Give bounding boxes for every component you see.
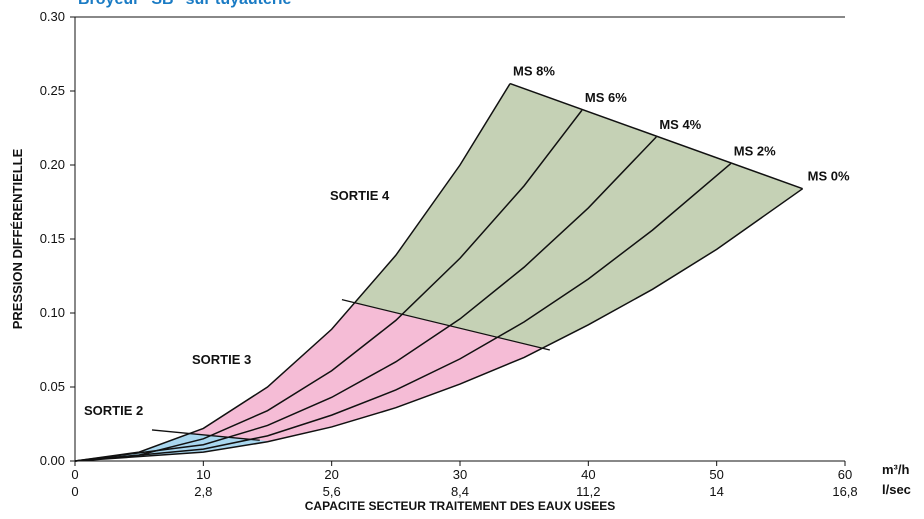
region-label: SORTIE 4 [330, 188, 390, 203]
envelope-edge [509, 82, 803, 190]
curve [74, 136, 657, 462]
x2-tick-label: 8,4 [451, 484, 469, 499]
y-tick-label: 0.10 [40, 305, 65, 320]
x2-unit: l/sec [882, 482, 911, 497]
x-tick-label: 60 [838, 467, 852, 482]
curve [74, 162, 732, 462]
chart-title: Broyeur "SB" sur tuyauterie [78, 0, 292, 8]
x2-tick-label: 11,2 [576, 484, 600, 499]
boundary-line [341, 299, 550, 351]
y-tick-label: 0.30 [40, 9, 65, 24]
series-label: MS 6% [585, 90, 627, 105]
curve [74, 83, 511, 462]
boundary-line [151, 429, 260, 441]
x2-tick-label: 14 [709, 484, 723, 499]
x-tick-label: 30 [453, 467, 467, 482]
series-label: MS 8% [513, 64, 555, 79]
curve [74, 188, 804, 462]
x-tick-label: 40 [581, 467, 595, 482]
x-tick-label: 0 [71, 467, 78, 482]
region-label: SORTIE 2 [84, 403, 143, 418]
y-tick-label: 0.00 [40, 453, 65, 468]
series-label: MS 2% [734, 144, 776, 159]
x2-tick-label: 16,8 [832, 484, 857, 499]
region-label: SORTIE 3 [192, 352, 251, 367]
y-axis-label: PRESSION DIFFÉRENTIELLE [10, 148, 25, 329]
region [75, 83, 803, 461]
series-label: MS 0% [808, 169, 850, 184]
x2-tick-label: 0 [71, 484, 78, 499]
x-unit: m³/h [882, 462, 910, 477]
series-label: MS 4% [659, 117, 701, 132]
x-tick-label: 50 [709, 467, 723, 482]
y-tick-label: 0.15 [40, 231, 65, 246]
x2-tick-label: 5,6 [323, 484, 341, 499]
y-tick-label: 0.20 [40, 157, 65, 172]
y-tick-label: 0.05 [40, 379, 65, 394]
x-tick-label: 20 [324, 467, 338, 482]
x-axis-label: CAPACITE SECTEUR TRAITEMENT DES EAUX USE… [305, 499, 615, 513]
x2-tick-label: 2,8 [194, 484, 212, 499]
x-tick-label: 10 [196, 467, 210, 482]
y-tick-label: 0.25 [40, 83, 65, 98]
